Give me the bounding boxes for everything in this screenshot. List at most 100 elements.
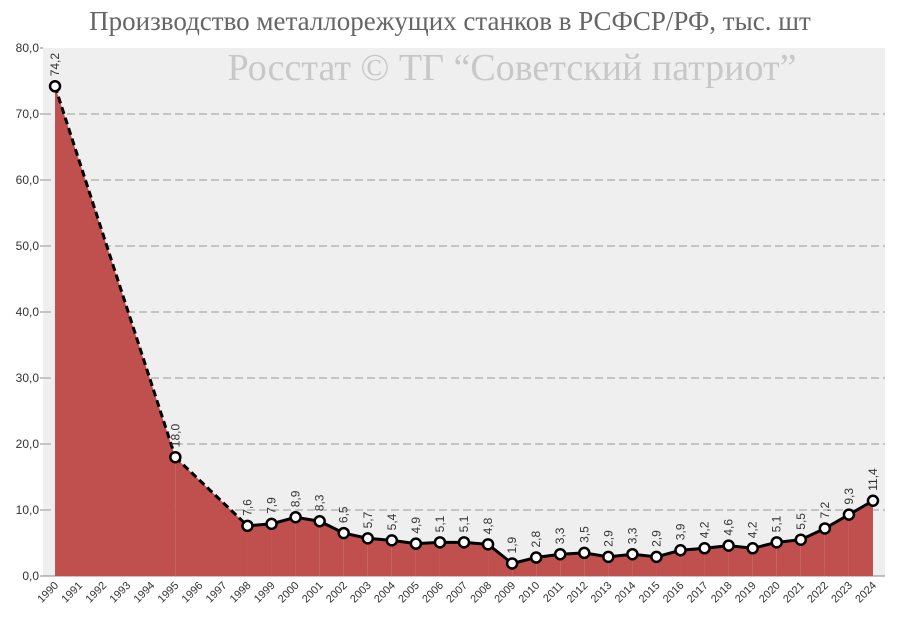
x-tick-label: 2019 — [733, 580, 759, 606]
chart-title: Производство металлорежущих станков в РС… — [89, 6, 811, 36]
point — [385, 534, 399, 547]
x-tick-label: 2005 — [396, 580, 422, 606]
area-segment — [367, 538, 392, 576]
point — [409, 537, 423, 550]
x-tick-label: 1999 — [252, 580, 278, 606]
point — [794, 533, 808, 546]
point — [48, 80, 62, 93]
data-label: 3,3 — [625, 527, 639, 544]
data-label: 7,2 — [818, 501, 832, 518]
x-tick-label: 1991 — [59, 580, 85, 606]
area-segment — [752, 542, 777, 576]
x-tick-label: 2018 — [709, 580, 735, 606]
area-segment — [175, 457, 248, 576]
point — [241, 519, 254, 533]
point — [361, 532, 375, 545]
x-tick-label: 1990 — [35, 580, 61, 606]
area-segment — [608, 554, 633, 576]
x-tick-label: 2002 — [324, 580, 350, 606]
data-label: 4,6 — [722, 519, 736, 536]
area-segment — [632, 554, 657, 576]
x-tick-label: 2014 — [613, 580, 639, 606]
data-label: 2,9 — [649, 530, 663, 547]
marks — [48, 80, 880, 576]
x-tick-label: 2010 — [516, 580, 542, 606]
point — [602, 550, 615, 564]
y-tick-label: 70,0 — [16, 107, 40, 121]
data-label: 4,9 — [409, 517, 423, 534]
y-tick-label: 10,0 — [16, 503, 40, 517]
point — [289, 511, 302, 524]
data-label: 4,2 — [698, 521, 712, 538]
point — [746, 542, 759, 555]
point — [313, 514, 326, 528]
y-tick-label: 30,0 — [16, 371, 40, 385]
x-tick-label: 1994 — [132, 580, 158, 606]
area-segment — [319, 521, 344, 576]
x-tick-label: 1995 — [156, 580, 182, 606]
point — [722, 539, 735, 552]
x-tick-label: 2007 — [444, 580, 470, 606]
data-label: 8,9 — [289, 490, 303, 507]
point — [818, 522, 832, 535]
gap-bridge — [53, 85, 177, 458]
data-label: 74,2 — [48, 53, 62, 77]
data-label: 1,9 — [505, 536, 519, 553]
x-tick-label: 1993 — [108, 580, 134, 606]
point — [433, 536, 447, 549]
data-label: 4,2 — [746, 521, 760, 538]
x-tick-label: 2022 — [805, 580, 831, 606]
y-tick-label: 50,0 — [16, 239, 40, 253]
x-tick-label: 1992 — [83, 580, 109, 606]
data-label: 5,7 — [361, 511, 375, 528]
data-label: 2,8 — [529, 531, 543, 548]
data-label: 11,4 — [866, 468, 880, 491]
data-label: 18,0 — [168, 424, 182, 448]
y-tick-label: 20,0 — [16, 437, 40, 451]
point — [553, 547, 567, 561]
data-label: 5,1 — [770, 515, 784, 532]
x-tick-label: 2000 — [276, 580, 302, 606]
x-tick-label: 2023 — [829, 580, 855, 606]
gap-bridge — [174, 456, 249, 527]
y-tick-label: 80,0 — [16, 41, 40, 55]
data-label: 6,5 — [337, 506, 351, 523]
x-tick-label: 2009 — [492, 580, 518, 606]
data-label: 5,1 — [433, 515, 447, 532]
data-label: 4,8 — [481, 517, 495, 534]
x-tick-label: 2008 — [468, 580, 494, 606]
area-segment — [560, 552, 585, 576]
area-segment — [536, 554, 561, 576]
x-tick-label: 2015 — [637, 580, 663, 606]
area-segment — [55, 86, 176, 576]
data-label: 7,9 — [265, 497, 279, 514]
x-tick-label: 2006 — [420, 580, 446, 606]
area-segment — [680, 548, 705, 576]
point — [674, 544, 687, 557]
watermark: Росстат © ТГ “Советский патриот” — [228, 47, 797, 89]
area-segment — [776, 539, 801, 576]
data-label: 3,3 — [553, 527, 567, 544]
area-segment — [488, 544, 513, 576]
data-label: 7,6 — [240, 499, 254, 516]
point — [842, 508, 856, 521]
area-segment — [415, 542, 440, 576]
x-tick-label: 2013 — [589, 580, 615, 606]
data-label: 3,5 — [577, 526, 591, 543]
area-segment — [584, 552, 609, 576]
data-label: 2,9 — [601, 530, 615, 547]
area-segment — [247, 523, 272, 576]
data-label: 5,5 — [794, 513, 808, 530]
point — [770, 536, 783, 549]
area-segment — [728, 545, 753, 576]
y-tick-label: 0,0 — [22, 569, 39, 583]
x-tick-label: 1997 — [204, 580, 230, 606]
point — [578, 546, 591, 560]
point — [650, 550, 663, 564]
area-segment — [271, 517, 296, 576]
data-label: 3,9 — [674, 523, 688, 540]
area-segment — [464, 542, 489, 576]
point — [698, 542, 711, 555]
x-tick-label: 2021 — [781, 580, 807, 606]
